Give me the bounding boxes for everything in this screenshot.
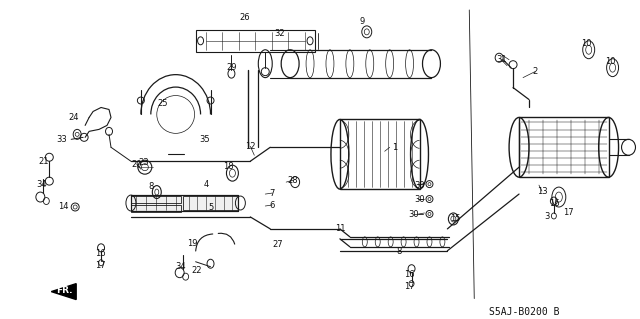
Text: 25: 25: [157, 99, 168, 108]
Text: 24: 24: [68, 113, 79, 122]
Bar: [131, 195, 238, 211]
Text: 12: 12: [245, 142, 255, 151]
Text: 23: 23: [138, 158, 149, 167]
Text: 16: 16: [95, 249, 106, 258]
Bar: [340, 119, 420, 189]
Text: 10: 10: [605, 57, 616, 66]
Text: 8: 8: [148, 182, 154, 191]
Text: 17: 17: [95, 261, 106, 270]
Text: 7: 7: [269, 189, 275, 197]
Text: 27: 27: [273, 240, 284, 249]
Text: 6: 6: [269, 201, 275, 210]
Text: 14: 14: [58, 202, 68, 211]
Text: 17: 17: [404, 282, 415, 291]
Text: 19: 19: [188, 239, 198, 248]
Text: 30: 30: [408, 211, 419, 219]
Text: 35: 35: [199, 135, 210, 144]
Text: 17: 17: [563, 209, 574, 218]
Text: 18: 18: [223, 162, 234, 171]
Text: 26: 26: [239, 13, 250, 22]
Text: 3: 3: [544, 212, 550, 221]
Text: 20: 20: [132, 160, 142, 169]
Text: 32: 32: [274, 29, 285, 38]
Text: 21: 21: [38, 157, 49, 166]
Text: 28: 28: [288, 176, 298, 185]
Text: 11: 11: [335, 224, 345, 234]
Bar: [182, 196, 238, 210]
Polygon shape: [51, 284, 76, 300]
Text: 33: 33: [56, 135, 67, 144]
Text: 31: 31: [496, 55, 506, 64]
Text: 9: 9: [359, 18, 364, 26]
Bar: [131, 196, 180, 203]
Text: 16: 16: [550, 198, 560, 208]
Bar: [131, 205, 180, 212]
Text: FR.: FR.: [56, 286, 73, 295]
Text: 34: 34: [175, 262, 186, 271]
Text: 2: 2: [532, 67, 538, 76]
Text: S5AJ-B0200 B: S5AJ-B0200 B: [489, 307, 560, 316]
Text: 22: 22: [191, 266, 202, 275]
Text: 8: 8: [396, 247, 401, 256]
Bar: [196, 30, 315, 52]
Bar: [519, 117, 609, 177]
Text: 30: 30: [414, 181, 425, 189]
Text: 29: 29: [226, 63, 237, 72]
Text: 34: 34: [36, 180, 47, 189]
Text: 16: 16: [404, 270, 415, 279]
Text: 30: 30: [414, 195, 425, 204]
Text: 1: 1: [392, 143, 397, 152]
Bar: [131, 195, 238, 211]
Text: 13: 13: [536, 187, 547, 196]
Text: 4: 4: [204, 180, 209, 189]
Text: 15: 15: [450, 214, 461, 223]
Text: 10: 10: [582, 39, 592, 48]
Text: 5: 5: [208, 203, 213, 211]
